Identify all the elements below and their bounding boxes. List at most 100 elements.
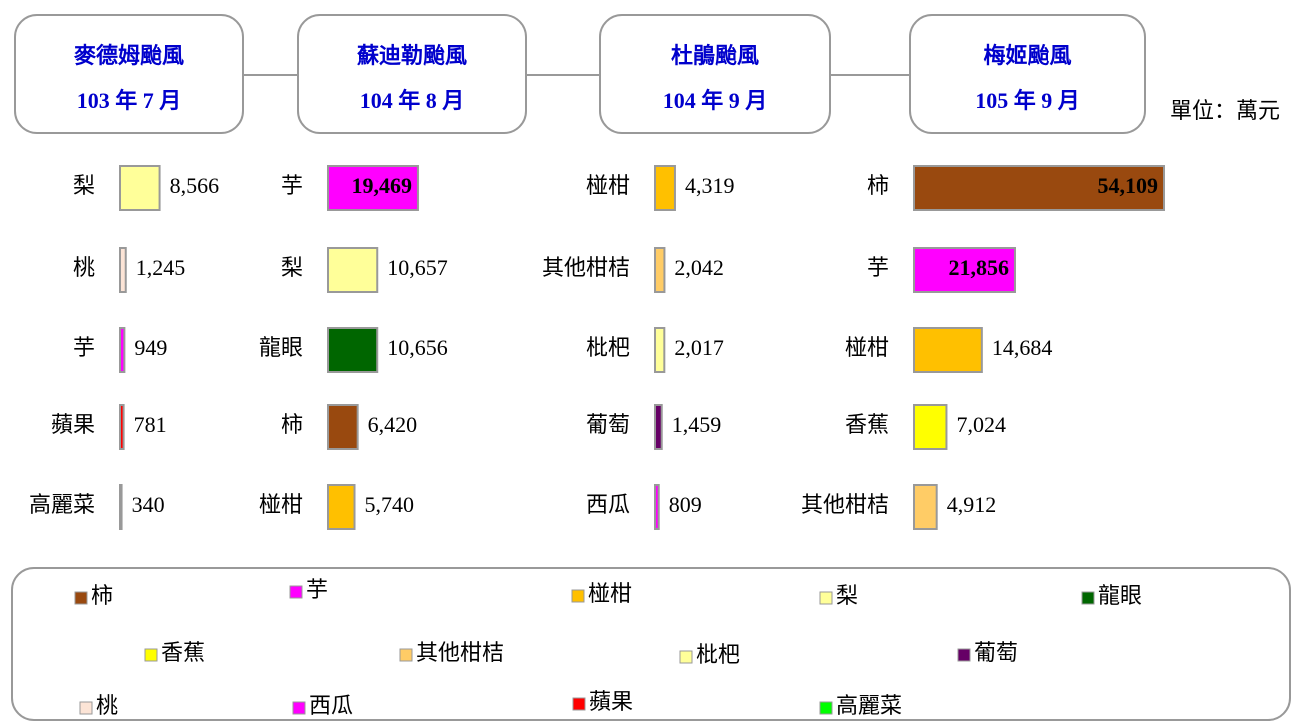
chart-title: 杜鵑颱風 (671, 43, 759, 68)
legend-label: 西瓜 (309, 693, 353, 718)
bar (654, 165, 676, 211)
bar (119, 484, 123, 530)
category-label: 梨 (281, 255, 303, 280)
legend-label: 桃 (96, 693, 118, 718)
value-label: 1,459 (672, 412, 722, 437)
bar (119, 404, 125, 450)
chart-title: 麥德姆颱風 (73, 43, 184, 68)
legend-label: 香蕉 (161, 640, 205, 665)
value-label: 2,042 (674, 255, 724, 280)
legend-swatch (679, 650, 693, 664)
legend-swatch (74, 591, 88, 605)
chart-subtitle: 105 年 9 月 (975, 88, 1080, 113)
header-box (909, 14, 1146, 134)
legend-label: 椪柑 (588, 581, 632, 606)
bar (327, 484, 356, 530)
chart-subtitle: 104 年 8 月 (360, 88, 465, 113)
legend-label: 葡萄 (974, 640, 1018, 665)
category-label: 其他柑桔 (801, 492, 889, 517)
bar (913, 247, 1016, 293)
category-label: 龍眼 (259, 335, 303, 360)
legend-swatch (79, 701, 93, 715)
value-label: 2,017 (674, 335, 724, 360)
category-label: 高麗菜 (29, 492, 95, 517)
value-label: 54,109 (1098, 173, 1159, 198)
value-label: 4,319 (685, 173, 735, 198)
unit-label: 單位：萬元 (1170, 98, 1280, 123)
category-label: 柿 (867, 173, 889, 198)
legend-label: 高麗菜 (836, 693, 902, 718)
category-label: 蘋果 (51, 412, 95, 437)
legend-label: 其他柑桔 (416, 640, 504, 665)
bar (119, 247, 127, 293)
category-label: 枇杷 (586, 335, 630, 360)
legend-swatch (292, 701, 306, 715)
bar (654, 247, 666, 293)
category-label: 香蕉 (845, 412, 889, 437)
bar (654, 327, 666, 373)
legend-swatch (572, 697, 586, 711)
legend-label: 芋 (306, 577, 328, 602)
legend-swatch (399, 648, 413, 662)
chart-title: 蘇迪勒颱風 (356, 43, 467, 68)
bar (327, 247, 379, 293)
value-label: 7,024 (956, 412, 1006, 437)
legend-swatch (819, 591, 833, 605)
category-label: 椪柑 (586, 173, 630, 198)
category-label: 芋 (281, 173, 303, 198)
legend-label: 蘋果 (589, 689, 633, 714)
category-label: 葡萄 (586, 412, 630, 437)
category-label: 桃 (73, 255, 95, 280)
legend-label: 枇杷 (696, 642, 740, 667)
legend-swatch (819, 701, 833, 715)
legend-swatch (1081, 591, 1095, 605)
legend-label: 龍眼 (1098, 583, 1142, 608)
bar (119, 327, 126, 373)
category-label: 柿 (281, 412, 303, 437)
value-label: 809 (669, 492, 702, 517)
category-label: 芋 (73, 335, 95, 360)
bar (654, 484, 660, 530)
bar (654, 404, 663, 450)
bar (119, 165, 161, 211)
bar (913, 484, 938, 530)
value-label: 781 (134, 412, 167, 437)
legend-swatch (571, 589, 585, 603)
category-label: 芋 (867, 255, 889, 280)
legend-swatch (289, 585, 303, 599)
value-label: 340 (132, 492, 165, 517)
category-label: 西瓜 (586, 492, 630, 517)
value-label: 10,657 (387, 255, 448, 280)
value-label: 14,684 (992, 335, 1052, 360)
value-label: 19,469 (351, 173, 412, 198)
value-label: 6,420 (368, 412, 418, 437)
chart-subtitle: 103 年 7 月 (77, 88, 182, 113)
header-box (297, 14, 527, 134)
category-label: 椪柑 (845, 335, 889, 360)
chart-subtitle: 104 年 9 月 (663, 88, 768, 113)
legend-swatch (144, 648, 158, 662)
bar (327, 404, 359, 450)
value-label: 1,245 (136, 255, 186, 280)
legend-label: 柿 (91, 583, 113, 608)
category-label: 其他柑桔 (542, 255, 630, 280)
bar (913, 165, 1165, 211)
legend-box (11, 567, 1291, 721)
category-label: 椪柑 (259, 492, 303, 517)
value-label: 8,566 (170, 173, 220, 198)
value-label: 949 (134, 335, 167, 360)
header-box (599, 14, 831, 134)
bar (327, 327, 379, 373)
legend-label: 梨 (836, 583, 858, 608)
bar (327, 165, 419, 211)
value-label: 5,740 (365, 492, 415, 517)
bar (913, 327, 983, 373)
value-label: 4,912 (947, 492, 997, 517)
header-box (14, 14, 244, 134)
category-label: 梨 (73, 173, 95, 198)
bar (913, 404, 948, 450)
value-label: 21,856 (948, 255, 1009, 280)
value-label: 10,656 (387, 335, 448, 360)
legend-swatch (957, 648, 971, 662)
